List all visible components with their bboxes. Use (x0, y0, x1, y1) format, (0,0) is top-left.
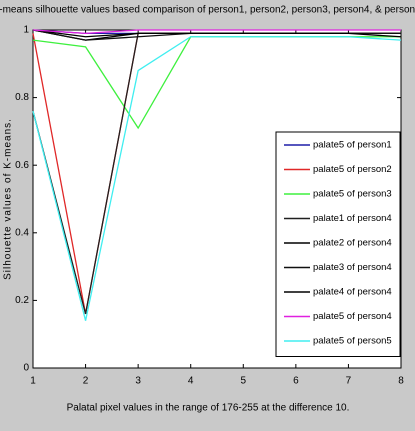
y-tick-label: 1 (23, 25, 29, 36)
legend-label: palate4 of person4 (313, 287, 392, 298)
chart-title: K-means silhouette values based comparis… (0, 5, 415, 16)
legend-label: palate5 of person4 (313, 311, 392, 322)
x-tick-label: 7 (346, 376, 352, 387)
legend-label: palate2 of person4 (313, 238, 392, 249)
legend-label: palate3 of person4 (313, 262, 392, 273)
legend-label: palate5 of person5 (313, 336, 392, 347)
series-line (32, 36, 402, 321)
y-tick-label: 0.2 (15, 295, 29, 306)
y-tick-label: 0.6 (15, 160, 29, 171)
x-tick-label: 2 (83, 376, 89, 387)
legend: palate5 of person1 palate5 of person2 pala… (275, 131, 401, 357)
x-tick-label: 3 (135, 376, 141, 387)
series-line (32, 29, 402, 38)
x-tick-label: 4 (188, 376, 194, 387)
y-tick-label: 0.8 (15, 92, 29, 103)
x-tick-label: 8 (398, 376, 404, 387)
series-line (32, 29, 401, 35)
y-tick-label: 0.4 (15, 227, 29, 238)
x-tick-label: 6 (293, 376, 299, 387)
y-tick-label: 0 (23, 363, 29, 374)
legend-box (275, 131, 401, 357)
y-axis-label: Silhouette values of K-means. (3, 118, 14, 280)
x-tick-label: 5 (241, 376, 247, 387)
legend-label: palate1 of person4 (313, 213, 392, 224)
legend-label: palate5 of person2 (313, 164, 392, 175)
x-tick-label: 1 (30, 376, 36, 387)
x-axis-label: Palatal pixel values in the range of 176… (67, 403, 350, 414)
legend-label: palate5 of person3 (313, 189, 392, 200)
legend-label: palate5 of person1 (313, 140, 392, 151)
